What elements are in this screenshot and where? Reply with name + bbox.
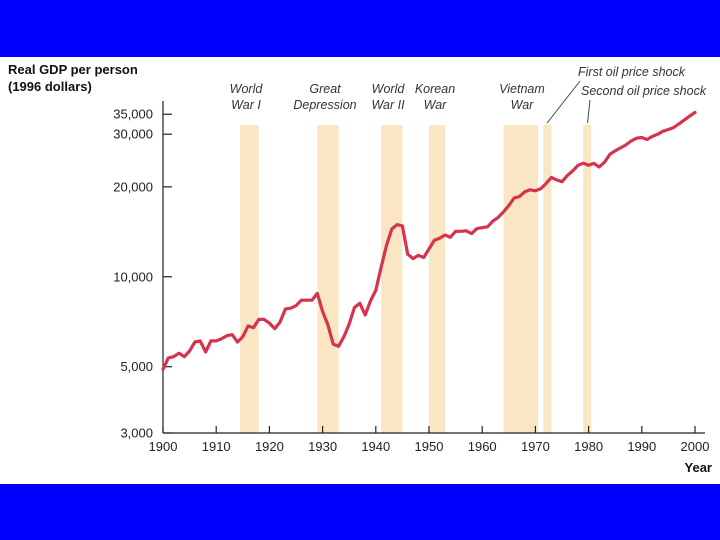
x-tick-label: 1970 [521,439,550,454]
x-tick-label: 1940 [361,439,390,454]
shaded-period-0 [240,125,259,433]
shaded-period-1 [317,125,339,433]
first-oil-shock-leader [546,80,581,124]
shaded-period-6 [583,125,592,433]
x-tick-label: 1980 [574,439,603,454]
event-labels: World War I Great Depression World War II Kore… [230,65,707,124]
shaded-periods [240,125,592,433]
ticks: 3,000 5,000 10,000 20,000 30,000 35,000 1900 19… [113,107,709,454]
shaded-period-3 [429,125,445,433]
x-tick-label: 1990 [627,439,656,454]
event-label-0: World War I [230,82,264,112]
x-tick-label: 1930 [308,439,337,454]
x-tick-label: 1960 [468,439,497,454]
axes [162,101,705,434]
y-tick-label: 30,000 [113,127,153,142]
y-tick-label: 20,000 [113,179,153,194]
shaded-period-5 [543,125,552,433]
shaded-period-2 [381,125,403,433]
event-label-3: Korean War [415,82,455,112]
event-label-4: Vietnam War [499,82,545,112]
bottom-blue-band [0,484,720,540]
y-tick-label: 10,000 [113,269,153,284]
gdp-chart: World War I Great Depression World War II Kore… [8,62,712,475]
x-tick-label: 1900 [149,439,178,454]
event-label-1: Great Depression [293,82,356,112]
x-tick-label: 1920 [255,439,284,454]
y-tick-label: 3,000 [120,426,153,441]
second-oil-shock-leader [587,99,591,124]
event-label-6: Second oil price shock [581,84,707,98]
y-tick-label: 35,000 [113,107,153,122]
x-axis-title: Year [685,460,712,475]
x-tick-label: 1910 [202,439,231,454]
top-blue-band [0,0,720,57]
series-line-real-gdp [161,110,697,371]
event-label-5: First oil price shock [578,65,686,79]
x-tick-label: 2000 [681,439,710,454]
event-label-2: World War II [371,82,405,112]
x-tick-label: 1950 [415,439,444,454]
shaded-period-4 [503,125,539,433]
y-tick-label: 5,000 [120,359,153,374]
y-axis-title: Real GDP per person (1996 dollars) [8,62,138,94]
